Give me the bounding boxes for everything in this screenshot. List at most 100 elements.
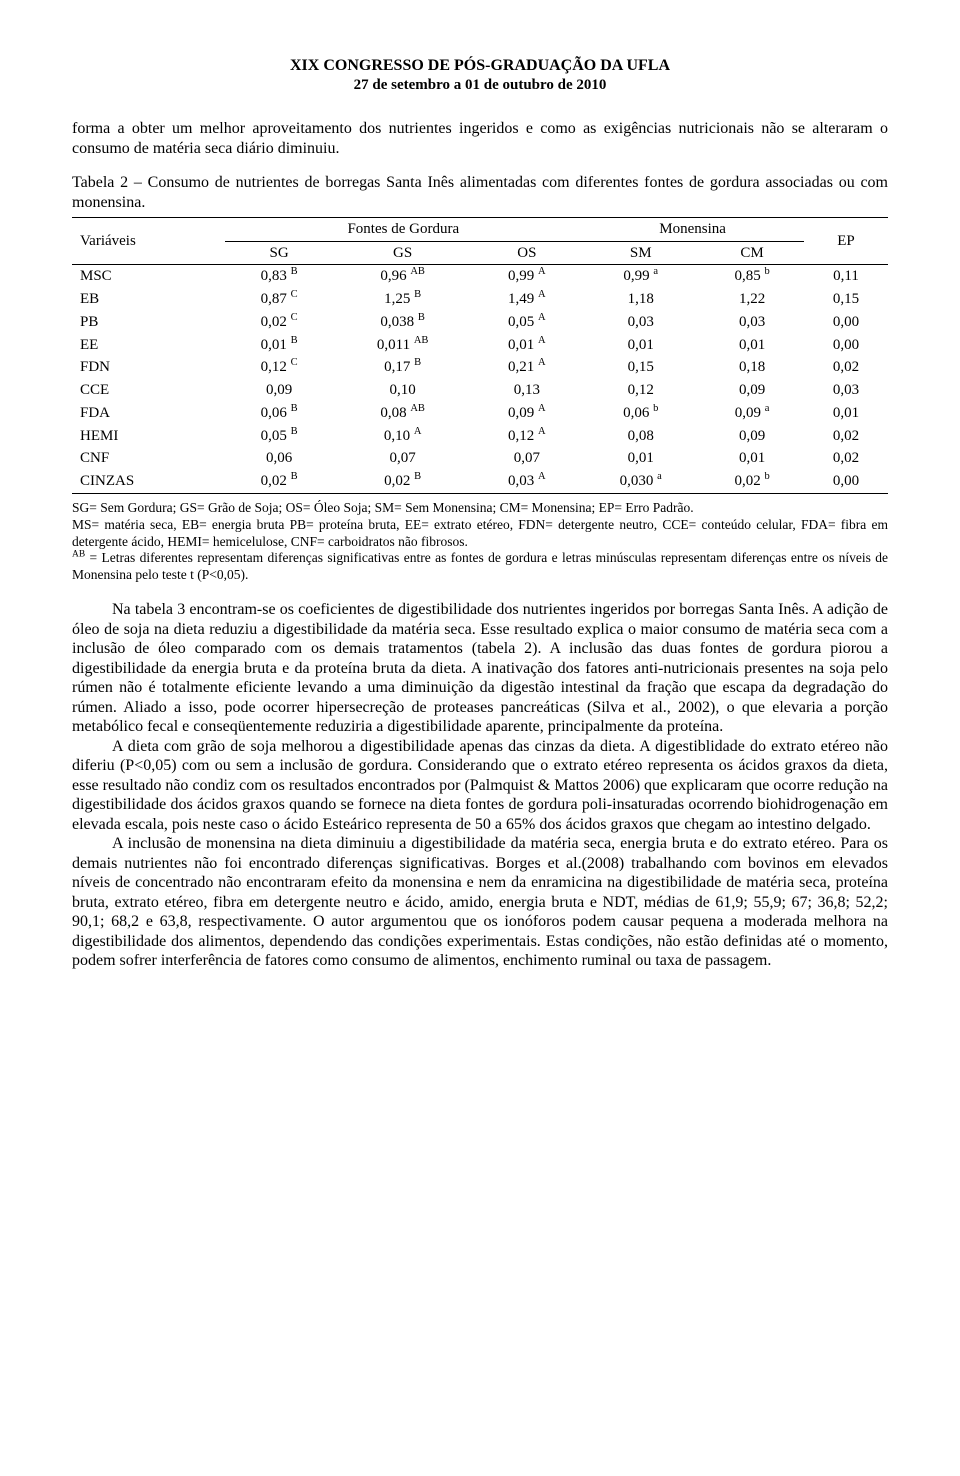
row-var: MSC xyxy=(72,265,225,288)
col-ep: EP xyxy=(804,217,888,265)
row-value: 1,22 xyxy=(700,288,804,311)
col-gs: GS xyxy=(333,241,473,265)
row-value: 0,15 xyxy=(804,288,888,311)
table-row: PB0,02 C0,038 B0,05 A0,030,030,00 xyxy=(72,311,888,334)
row-value: 0,99 a xyxy=(581,265,700,288)
group-header-monensina: Monensina xyxy=(581,217,804,241)
row-value: 0,01 B xyxy=(225,334,333,357)
row-value: 0,011 AB xyxy=(333,334,473,357)
footnote-2: MS= matéria seca, EB= energia bruta PB= … xyxy=(72,517,888,551)
table-caption: Tabela 2 – Consumo de nutrientes de borr… xyxy=(72,173,888,213)
row-value: 0,96 AB xyxy=(333,265,473,288)
row-value: 0,10 xyxy=(333,379,473,402)
row-value: 0,85 b xyxy=(700,265,804,288)
row-var: FDN xyxy=(72,356,225,379)
row-value: 0,09 xyxy=(700,425,804,448)
table-footnotes: SG= Sem Gordura; GS= Grão de Soja; OS= Ó… xyxy=(72,500,888,584)
row-value: 0,87 C xyxy=(225,288,333,311)
row-value: 0,12 C xyxy=(225,356,333,379)
body-paragraph-1: Na tabela 3 encontram-se os coeficientes… xyxy=(72,600,888,737)
footnote-3-text: = Letras diferentes representam diferenç… xyxy=(72,550,888,582)
row-value: 0,15 xyxy=(581,356,700,379)
row-value: 0,01 xyxy=(700,447,804,470)
table-row: CINZAS0,02 B0,02 B0,03 A0,030 a0,02 b0,0… xyxy=(72,470,888,493)
row-value: 0,99 A xyxy=(472,265,581,288)
row-value: 0,02 B xyxy=(225,470,333,493)
footnote-3-sup: AB xyxy=(72,550,85,560)
row-value: 0,10 A xyxy=(333,425,473,448)
row-value: 0,06 xyxy=(225,447,333,470)
row-value: 0,030 a xyxy=(581,470,700,493)
row-value: 0,02 xyxy=(804,447,888,470)
header-subtitle: 27 de setembro a 01 de outubro de 2010 xyxy=(72,76,888,95)
row-value: 0,00 xyxy=(804,334,888,357)
row-value: 0,18 xyxy=(700,356,804,379)
row-value: 0,038 B xyxy=(333,311,473,334)
page-header: XIX CONGRESSO DE PÓS-GRADUAÇÃO DA UFLA 2… xyxy=(72,56,888,95)
nutrient-table: Variáveis Fontes de Gordura Monensina EP… xyxy=(72,217,888,494)
footnote-1: SG= Sem Gordura; GS= Grão de Soja; OS= Ó… xyxy=(72,500,888,517)
footnote-3: AB = Letras diferentes representam difer… xyxy=(72,550,888,584)
row-value: 0,03 xyxy=(700,311,804,334)
body-paragraph-3: A inclusão de monensina na dieta diminui… xyxy=(72,834,888,971)
row-value: 0,02 xyxy=(804,425,888,448)
row-var: CNF xyxy=(72,447,225,470)
intro-paragraph: forma a obter um melhor aproveitamento d… xyxy=(72,119,888,159)
col-os: OS xyxy=(472,241,581,265)
row-value: 0,07 xyxy=(472,447,581,470)
group-header-gordura: Fontes de Gordura xyxy=(225,217,581,241)
table-row: CCE0,090,100,130,120,090,03 xyxy=(72,379,888,402)
row-var: EE xyxy=(72,334,225,357)
row-value: 0,05 B xyxy=(225,425,333,448)
row-value: 0,00 xyxy=(804,311,888,334)
row-value: 0,07 xyxy=(333,447,473,470)
col-variaveis: Variáveis xyxy=(72,217,225,265)
row-var: HEMI xyxy=(72,425,225,448)
header-title: XIX CONGRESSO DE PÓS-GRADUAÇÃO DA UFLA xyxy=(72,56,888,76)
row-value: 0,09 xyxy=(225,379,333,402)
row-value: 0,01 xyxy=(804,402,888,425)
table-row: FDA0,06 B0,08 AB0,09 A0,06 b0,09 a0,01 xyxy=(72,402,888,425)
row-value: 0,21 A xyxy=(472,356,581,379)
row-var: CCE xyxy=(72,379,225,402)
row-value: 0,02 C xyxy=(225,311,333,334)
row-var: PB xyxy=(72,311,225,334)
table-row: CNF0,060,070,070,010,010,02 xyxy=(72,447,888,470)
row-value: 0,17 B xyxy=(333,356,473,379)
row-value: 0,02 xyxy=(804,356,888,379)
row-value: 0,08 AB xyxy=(333,402,473,425)
row-value: 0,05 A xyxy=(472,311,581,334)
col-sg: SG xyxy=(225,241,333,265)
row-value: 0,01 xyxy=(700,334,804,357)
row-value: 0,00 xyxy=(804,470,888,493)
row-var: EB xyxy=(72,288,225,311)
row-value: 0,09 xyxy=(700,379,804,402)
body-paragraph-2: A dieta com grão de soja melhorou a dige… xyxy=(72,737,888,835)
row-value: 0,03 A xyxy=(472,470,581,493)
row-value: 0,06 B xyxy=(225,402,333,425)
col-sm: SM xyxy=(581,241,700,265)
col-cm: CM xyxy=(700,241,804,265)
row-value: 0,01 A xyxy=(472,334,581,357)
row-value: 0,12 xyxy=(581,379,700,402)
row-value: 0,01 xyxy=(581,334,700,357)
row-value: 0,06 b xyxy=(581,402,700,425)
row-var: CINZAS xyxy=(72,470,225,493)
table-row: FDN0,12 C0,17 B0,21 A0,150,180,02 xyxy=(72,356,888,379)
row-value: 0,02 b xyxy=(700,470,804,493)
row-value: 1,49 A xyxy=(472,288,581,311)
table-row: EB0,87 C1,25 B1,49 A1,181,220,15 xyxy=(72,288,888,311)
row-value: 0,01 xyxy=(581,447,700,470)
row-var: FDA xyxy=(72,402,225,425)
row-value: 0,03 xyxy=(804,379,888,402)
row-value: 0,08 xyxy=(581,425,700,448)
table-row: HEMI0,05 B0,10 A0,12 A0,080,090,02 xyxy=(72,425,888,448)
row-value: 1,25 B xyxy=(333,288,473,311)
row-value: 1,18 xyxy=(581,288,700,311)
table-row: MSC0,83 B0,96 AB0,99 A0,99 a0,85 b0,11 xyxy=(72,265,888,288)
row-value: 0,83 B xyxy=(225,265,333,288)
row-value: 0,03 xyxy=(581,311,700,334)
row-value: 0,11 xyxy=(804,265,888,288)
row-value: 0,13 xyxy=(472,379,581,402)
row-value: 0,12 A xyxy=(472,425,581,448)
